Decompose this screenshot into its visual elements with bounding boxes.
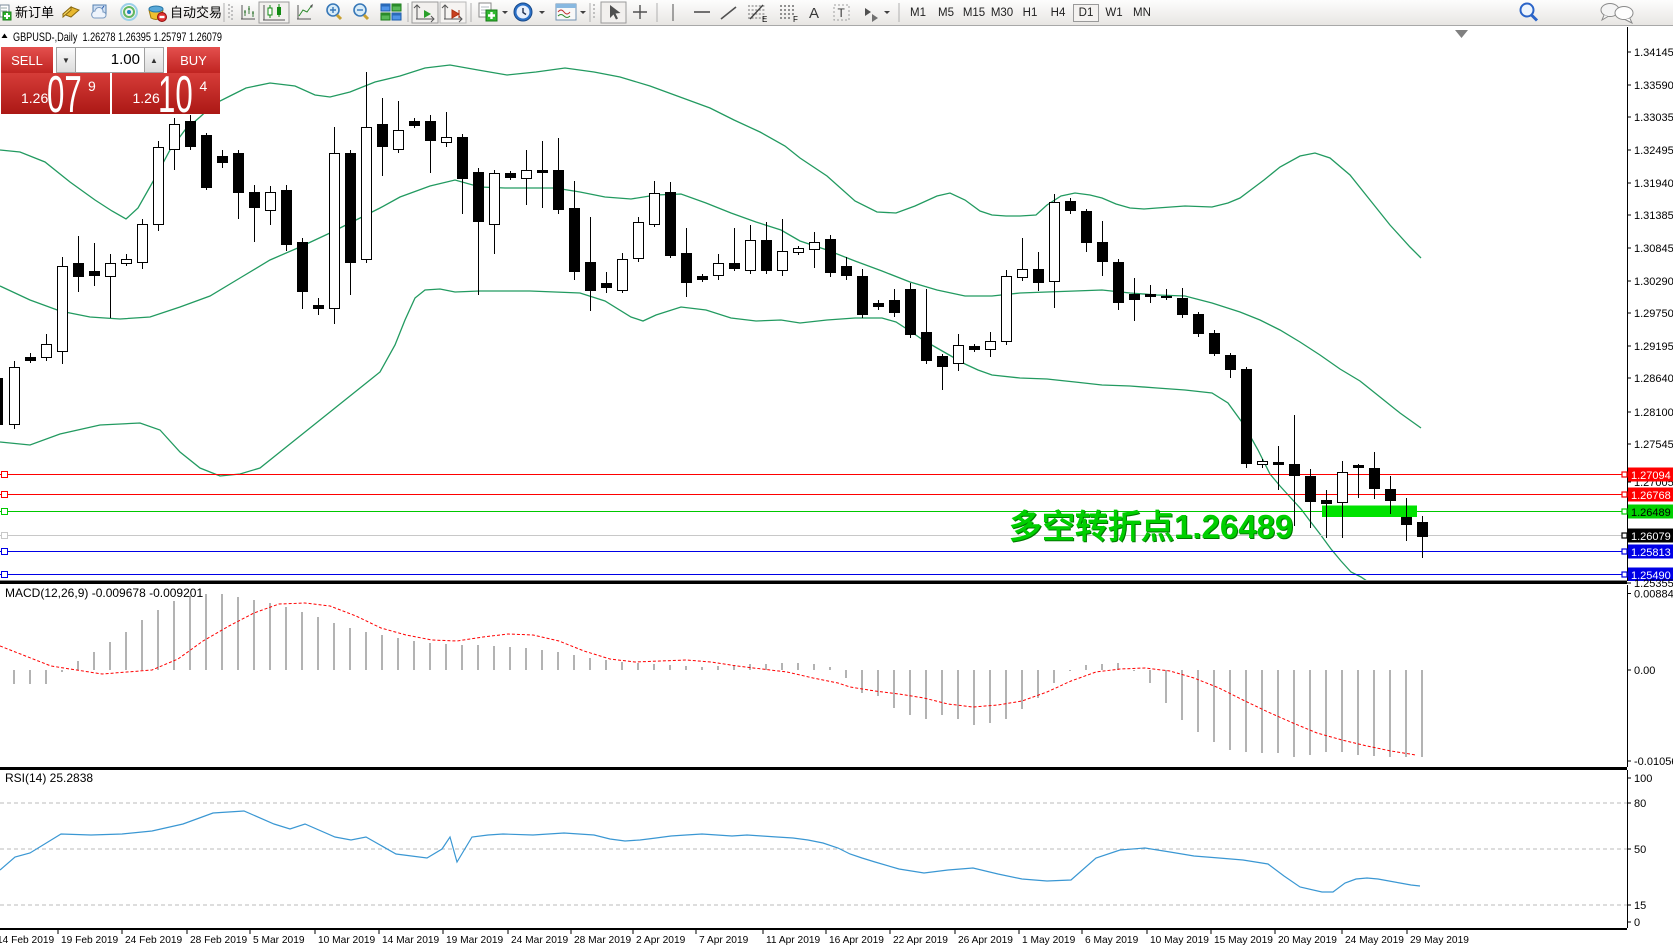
svg-text:2 Apr 2019: 2 Apr 2019	[636, 935, 686, 946]
svg-text:新订单: 新订单	[15, 5, 54, 20]
svg-text:F: F	[793, 15, 798, 24]
svg-text:1.29750: 1.29750	[1634, 308, 1673, 320]
svg-text:16 Apr 2019: 16 Apr 2019	[829, 935, 884, 946]
svg-text:28 Mar 2019: 28 Mar 2019	[574, 935, 632, 946]
svg-text:80: 80	[1634, 798, 1646, 810]
svg-text:-0.01056: -0.01056	[1634, 756, 1673, 768]
svg-text:26 Apr 2019: 26 Apr 2019	[958, 935, 1013, 946]
svg-text:自动交易: 自动交易	[170, 5, 222, 20]
svg-text:1.28640: 1.28640	[1634, 373, 1673, 385]
svg-text:1.32495: 1.32495	[1634, 145, 1673, 157]
svg-text:0.00884: 0.00884	[1634, 589, 1673, 601]
svg-text:多空转折点1.26489: 多空转折点1.26489	[1009, 508, 1293, 545]
svg-text:1.25490: 1.25490	[1631, 570, 1671, 581]
svg-text:20 May 2019: 20 May 2019	[1278, 935, 1337, 946]
svg-text:1.34145: 1.34145	[1634, 47, 1673, 59]
svg-text:MACD(12,26,9) -0.009678 -0.009: MACD(12,26,9) -0.009678 -0.009201	[5, 586, 203, 600]
svg-text:1.31940: 1.31940	[1634, 178, 1673, 190]
svg-text:1.25355: 1.25355	[1634, 578, 1673, 590]
svg-text:RSI(14) 25.2838: RSI(14) 25.2838	[5, 771, 93, 785]
svg-text:1.29195: 1.29195	[1634, 341, 1673, 353]
svg-text:50: 50	[1634, 844, 1646, 856]
svg-text:0.00: 0.00	[1634, 665, 1655, 677]
svg-text:1.26768: 1.26768	[1631, 490, 1671, 502]
svg-text:14 Mar 2019: 14 Mar 2019	[382, 935, 440, 946]
svg-text:E: E	[762, 15, 767, 24]
svg-text:29 May 2019: 29 May 2019	[1410, 935, 1469, 946]
svg-text:1.33035: 1.33035	[1634, 112, 1673, 124]
svg-text:1.27545: 1.27545	[1634, 439, 1673, 451]
svg-text:22 Apr 2019: 22 Apr 2019	[893, 935, 948, 946]
svg-text:28 Feb 2019: 28 Feb 2019	[190, 935, 248, 946]
svg-text:1.27094: 1.27094	[1631, 470, 1671, 482]
svg-text:6 May 2019: 6 May 2019	[1085, 935, 1139, 946]
svg-text:1.30290: 1.30290	[1634, 276, 1673, 288]
svg-text:10 Mar 2019: 10 Mar 2019	[318, 935, 376, 946]
svg-text:1.28100: 1.28100	[1634, 407, 1673, 419]
svg-text:7 Apr 2019: 7 Apr 2019	[699, 935, 749, 946]
svg-text:15: 15	[1634, 900, 1646, 912]
svg-text:0: 0	[1634, 917, 1640, 928]
svg-text:15 May 2019: 15 May 2019	[1214, 935, 1273, 946]
svg-text:1.31385: 1.31385	[1634, 210, 1673, 222]
svg-text:1.26489: 1.26489	[1631, 507, 1671, 519]
svg-text:100: 100	[1634, 773, 1652, 785]
svg-text:11 Apr 2019: 11 Apr 2019	[766, 935, 821, 946]
svg-text:1.26079: 1.26079	[1631, 531, 1671, 543]
svg-text:1.25813: 1.25813	[1631, 547, 1671, 559]
svg-text:T: T	[838, 6, 846, 20]
svg-text:24 Feb 2019: 24 Feb 2019	[125, 935, 183, 946]
svg-text:14 Feb 2019: 14 Feb 2019	[0, 935, 55, 946]
svg-text:24 Mar 2019: 24 Mar 2019	[511, 935, 569, 946]
svg-text:1.30845: 1.30845	[1634, 243, 1673, 255]
svg-text:GBPUSD-,Daily 1.26278 1.26395: GBPUSD-,Daily 1.26278 1.26395 1.25797 1.…	[13, 30, 222, 44]
svg-text:10 May 2019: 10 May 2019	[1150, 935, 1209, 946]
svg-text:1.33590: 1.33590	[1634, 80, 1673, 92]
svg-text:1 May 2019: 1 May 2019	[1022, 935, 1076, 946]
svg-text:24 May 2019: 24 May 2019	[1345, 935, 1404, 946]
svg-text:19 Feb 2019: 19 Feb 2019	[61, 935, 119, 946]
svg-text:5 Mar 2019: 5 Mar 2019	[253, 935, 305, 946]
svg-text:19 Mar 2019: 19 Mar 2019	[446, 935, 504, 946]
svg-text:A: A	[809, 5, 819, 22]
